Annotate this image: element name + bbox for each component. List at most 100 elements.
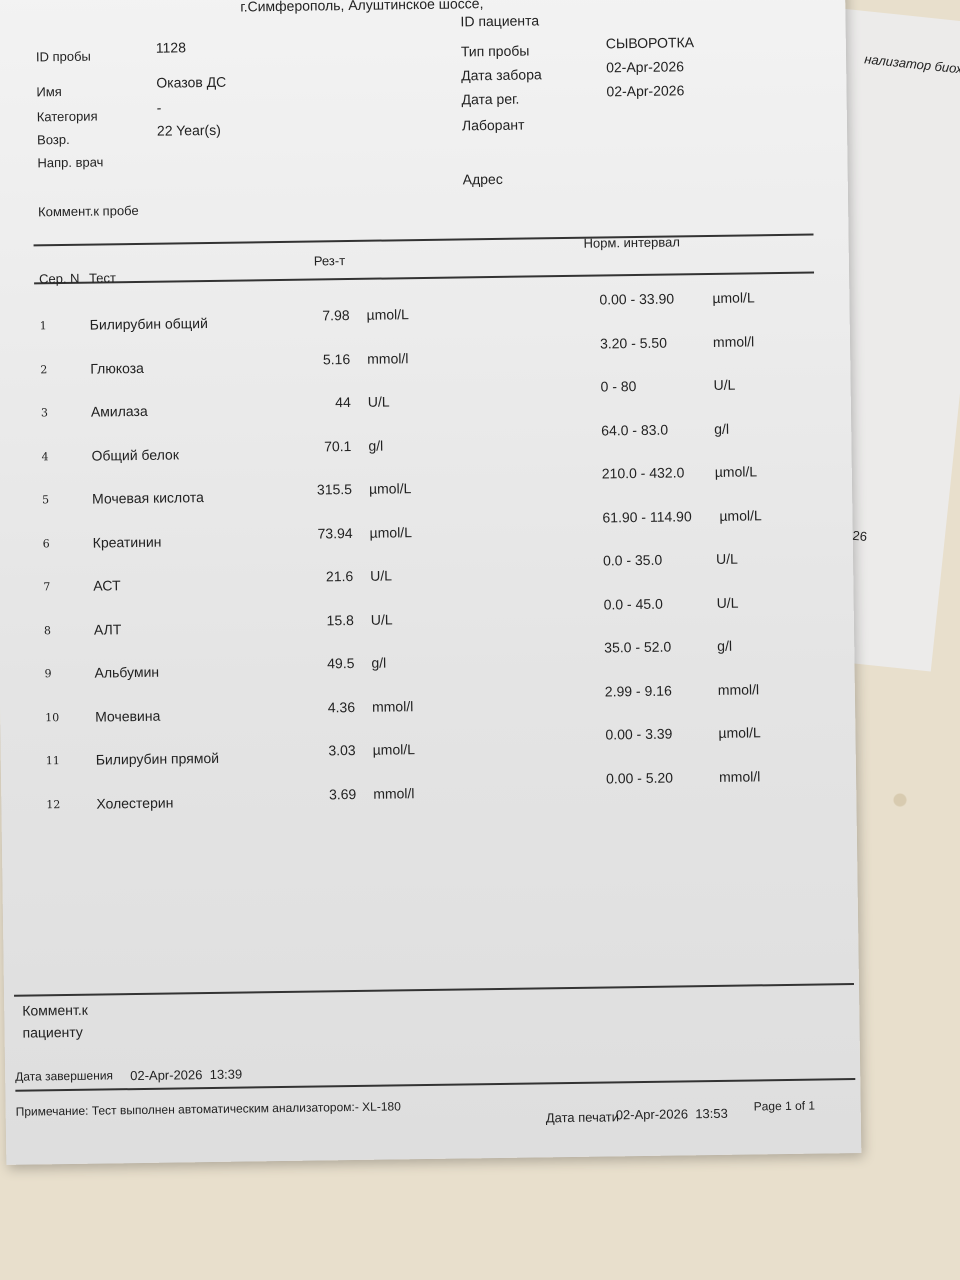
field-label: Возр.	[36, 131, 70, 148]
test-name: Мочевая кислота	[91, 489, 204, 507]
test-name: Глюкоза	[90, 359, 144, 377]
field-value: 22 Year(s)	[156, 121, 221, 139]
result-unit: U/L	[367, 393, 390, 410]
field-label: Имя	[36, 84, 62, 100]
result-unit: µmol/L	[366, 306, 409, 323]
reference-range: 35.0 - 52.0	[604, 638, 672, 656]
field-value: -	[156, 99, 162, 116]
patient-comment: Коммент.к пациенту	[22, 1001, 88, 1041]
print-label: Дата печати	[545, 1109, 620, 1126]
row-number: 9	[44, 667, 52, 681]
column-header: Сер. N	[38, 270, 80, 287]
test-name: Альбумин	[94, 663, 160, 681]
test-name: АЛТ	[93, 620, 122, 638]
row-number: 7	[43, 580, 51, 594]
test-name: Мочевина	[95, 707, 161, 725]
header-rule	[34, 271, 815, 284]
result: 3.03	[328, 741, 356, 759]
clinic-address: г.Симферополь, Алуштинское шоссе,	[240, 0, 484, 15]
field-label: Напр. врач	[37, 154, 104, 171]
field-label: Дата рег.	[461, 90, 520, 108]
reference-range: 0.0 - 45.0	[603, 595, 663, 612]
field-label: ID пробы	[35, 48, 91, 65]
row-number: 1	[39, 319, 47, 333]
row-number: 2	[40, 362, 48, 376]
reference-range: 0 - 80	[600, 378, 637, 395]
column-header: Тест	[88, 270, 117, 286]
result-unit: mmol/l	[371, 697, 414, 715]
row-number: 6	[42, 536, 50, 550]
reference-range: 61.90 - 114.90	[602, 507, 692, 525]
result-unit: µmol/L	[369, 523, 413, 541]
result: 49.5	[327, 654, 355, 672]
result-unit: g/l	[368, 437, 384, 454]
background-heading: нализатор биохи	[863, 51, 960, 78]
range-unit: µmol/L	[718, 724, 761, 741]
result: 44	[335, 394, 351, 411]
field-value: Оказов ДС	[156, 73, 227, 91]
reference-range: 0.00 - 5.20	[605, 769, 674, 786]
range-unit: mmol/l	[718, 767, 761, 785]
row-number: 3	[40, 406, 48, 420]
test-name: Креатинин	[92, 533, 162, 551]
test-name: АСТ	[93, 577, 121, 594]
field-label: Коммент.к пробе	[37, 202, 139, 220]
field-label: Дата забора	[461, 66, 542, 84]
range-unit: U/L	[716, 594, 739, 611]
row-number: 4	[41, 449, 49, 463]
column-header: Рез-т	[313, 253, 346, 269]
result-unit: g/l	[371, 654, 387, 671]
result: 4.36	[327, 698, 356, 715]
reference-range: 0.00 - 33.90	[599, 290, 675, 308]
column-header: Норм. интервал	[583, 234, 680, 251]
field-label: Адрес	[462, 170, 503, 188]
result: 7.98	[322, 307, 350, 324]
field-value: 02-Apr-2026	[606, 82, 685, 100]
row-number: 11	[45, 754, 60, 768]
row-number: 12	[46, 797, 61, 811]
range-unit: g/l	[714, 420, 730, 437]
test-name: Билирубин прямой	[95, 749, 220, 768]
field-label: Тип пробы	[460, 42, 530, 60]
test-name: Холестерин	[96, 794, 174, 812]
range-unit: µmol/L	[714, 463, 758, 480]
result: 21.6	[325, 567, 354, 585]
result-unit: µmol/L	[372, 741, 416, 758]
row-number: 10	[45, 710, 60, 724]
field-value: 1128	[155, 39, 187, 56]
result-unit: U/L	[370, 610, 393, 628]
lab-report: г.Симферополь, Алуштинское шоссе, ID проб…	[0, 0, 862, 1165]
completion-label: Дата завершения	[15, 1068, 114, 1084]
test-name: Амилаза	[90, 402, 148, 420]
print-date: 02-Apr-2026 13:53	[615, 1105, 728, 1123]
test-name: Общий белок	[91, 445, 179, 464]
header-rule	[33, 233, 814, 246]
completion-date: 02-Apr-2026 13:39	[130, 1066, 243, 1084]
row-number: 5	[42, 493, 50, 507]
result-unit: µmol/L	[368, 480, 412, 497]
reference-range: 210.0 - 432.0	[601, 464, 685, 482]
result: 3.69	[328, 785, 357, 802]
range-unit: µmol/L	[712, 289, 755, 306]
result: 73.94	[317, 524, 353, 541]
note: Примечание: Тест выполнен автоматическим…	[15, 1099, 401, 1119]
range-unit: mmol/l	[712, 332, 755, 350]
field-label: Категория	[36, 108, 98, 125]
result-unit: mmol/l	[367, 349, 409, 367]
result: 5.16	[322, 350, 351, 367]
field-value: СЫВОРОТКА	[605, 34, 695, 52]
field-label: ID пациента	[460, 12, 540, 30]
reference-range: 3.20 - 5.50	[599, 334, 668, 352]
result-unit: U/L	[370, 567, 393, 584]
result: 15.8	[326, 611, 354, 628]
range-unit: U/L	[713, 376, 736, 393]
range-unit: mmol/l	[717, 680, 760, 698]
reference-range: 0.0 - 35.0	[602, 551, 663, 569]
test-name: Билирубин общий	[89, 314, 209, 333]
row-number: 8	[43, 623, 52, 637]
range-unit: U/L	[715, 550, 738, 567]
range-unit: µmol/L	[719, 506, 762, 524]
page-number: Page 1 of 1	[753, 1098, 816, 1114]
result: 70.1	[324, 437, 352, 454]
